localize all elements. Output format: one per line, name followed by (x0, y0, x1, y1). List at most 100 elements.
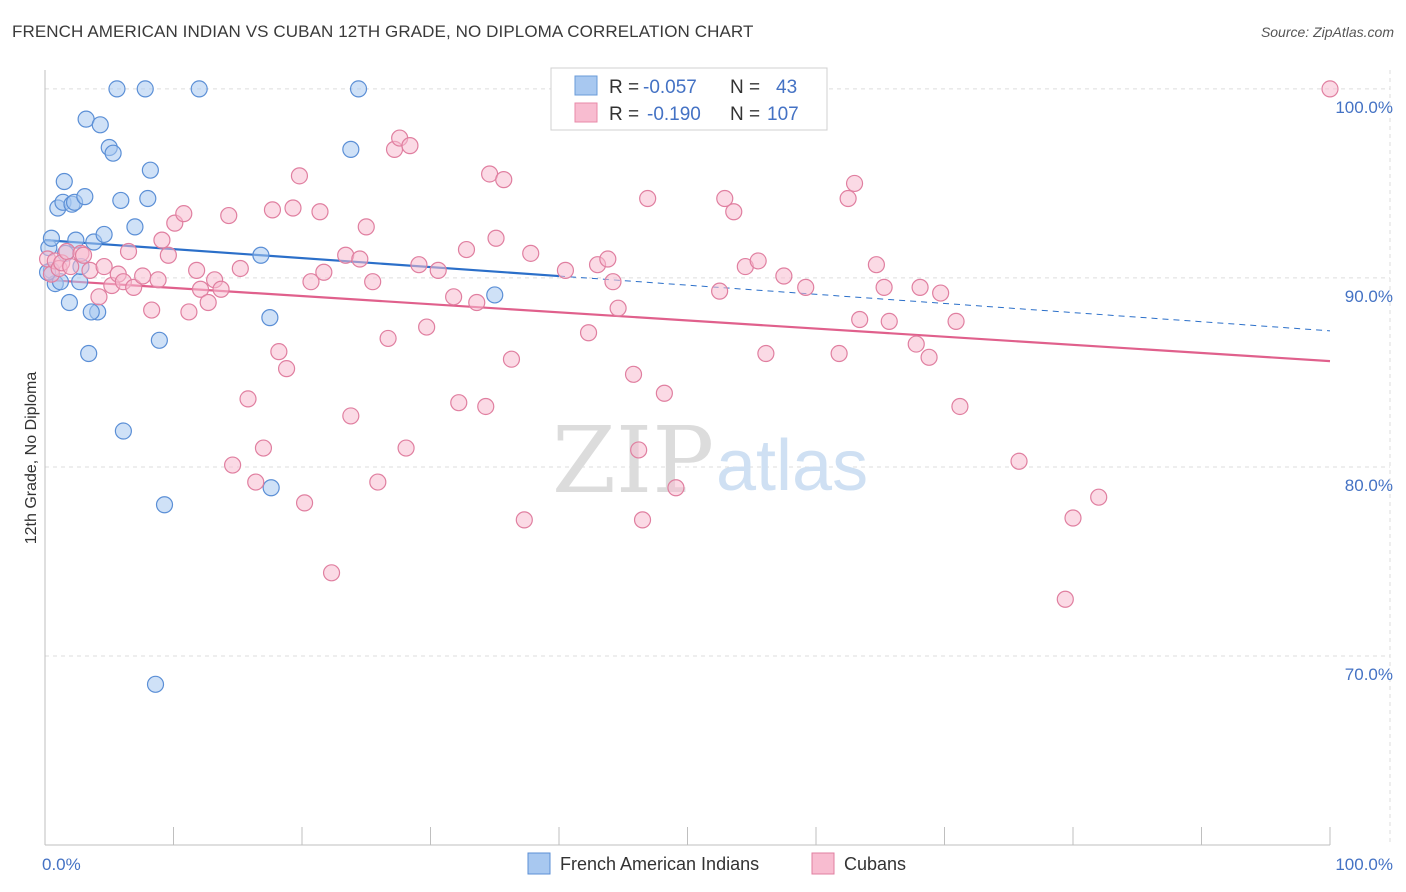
watermark-atlas: atlas (716, 426, 868, 506)
point-cubans (342, 407, 360, 425)
point-cubans (445, 288, 463, 306)
point-cubans (311, 203, 329, 221)
legend-swatch-french-american-indians (527, 852, 551, 875)
point-cubans (188, 261, 206, 279)
point-french-american-indians (190, 80, 208, 98)
point-cubans (477, 397, 495, 416)
trend-line-cubans (44, 278, 1331, 363)
point-cubans (633, 511, 652, 529)
point-cubans (125, 278, 143, 296)
point-cubans (630, 441, 648, 459)
point-cubans (450, 394, 468, 412)
point-cubans (711, 282, 729, 300)
point-cubans (315, 263, 333, 281)
point-cubans (379, 329, 397, 348)
point-cubans (149, 271, 167, 289)
point-cubans (247, 473, 265, 491)
point-cubans (1056, 590, 1074, 608)
point-cubans (1010, 452, 1028, 470)
point-french-american-indians (76, 188, 94, 206)
point-french-american-indians (55, 172, 73, 191)
stats-r-value-pink: -0.190 (647, 104, 701, 125)
point-cubans (932, 284, 950, 302)
point-french-american-indians (261, 309, 279, 327)
point-french-american-indians (342, 140, 360, 158)
point-french-american-indians (136, 80, 154, 98)
point-cubans (263, 201, 282, 219)
point-cubans (1321, 80, 1339, 98)
point-cubans (410, 256, 428, 274)
point-cubans (639, 189, 657, 208)
point-cubans (231, 259, 249, 278)
point-cubans (515, 511, 533, 529)
point-french-american-indians (104, 144, 122, 162)
point-cubans (159, 246, 177, 264)
point-cubans (295, 494, 314, 512)
point-cubans (81, 261, 99, 279)
gridlines (45, 70, 1391, 845)
point-cubans (875, 278, 893, 296)
point-french-american-indians (486, 286, 504, 304)
watermark-zip: ZIP (552, 407, 714, 514)
point-cubans (911, 278, 929, 296)
point-french-american-indians (139, 189, 157, 208)
point-cubans (175, 205, 193, 223)
point-cubans (134, 267, 152, 285)
point-cubans (920, 348, 938, 366)
point-french-american-indians (141, 161, 159, 179)
legend-swatch-cubans (811, 852, 835, 875)
y-tick-label: 90.0% (1345, 287, 1393, 306)
point-cubans (749, 252, 767, 270)
point-cubans (487, 229, 505, 247)
axes (44, 70, 1331, 846)
point-cubans (180, 303, 198, 321)
point-cubans (322, 564, 341, 582)
y-tick-labels: 70.0% 80.0% 90.0% 100.0% (1335, 98, 1393, 684)
point-cubans (757, 344, 775, 363)
point-french-american-indians (112, 191, 130, 210)
stats-n-value-blue: 43 (776, 77, 797, 98)
point-french-american-indians (82, 303, 100, 321)
point-cubans (725, 203, 743, 221)
point-cubans (947, 312, 965, 331)
point-french-american-indians (80, 344, 98, 363)
point-french-american-indians (349, 80, 368, 98)
point-cubans (270, 343, 288, 361)
point-cubans (277, 360, 296, 378)
stats-r-label-blue: R = (609, 77, 639, 98)
point-cubans (191, 280, 210, 298)
point-cubans (839, 189, 857, 208)
stats-legend-box: R = -0.057 N = 43 R = -0.190 N = 107 (550, 67, 828, 131)
stats-n-value-pink: 107 (767, 104, 799, 125)
point-cubans (337, 246, 355, 264)
point-cubans (522, 244, 540, 262)
point-french-american-indians (150, 331, 168, 349)
stats-r-label-pink: R = (609, 104, 639, 125)
point-french-american-indians (95, 225, 113, 244)
point-cubans (851, 310, 869, 329)
point-cubans (290, 167, 309, 185)
point-cubans (1090, 488, 1108, 506)
legend-label-cubans: Cubans (844, 854, 906, 874)
point-french-american-indians (252, 246, 270, 264)
point-cubans (655, 384, 673, 402)
point-cubans (302, 273, 320, 291)
point-cubans (254, 439, 273, 457)
point-cubans (468, 293, 486, 312)
stats-swatch-pink (574, 102, 598, 123)
point-cubans (119, 242, 138, 261)
point-cubans (907, 335, 925, 353)
point-cubans (239, 390, 257, 408)
source-label: Source: ZipAtlas.com (1260, 24, 1394, 40)
point-cubans (143, 301, 161, 319)
data-points (38, 80, 1339, 693)
chart-title: FRENCH AMERICAN INDIAN VS CUBAN 12TH GRA… (12, 22, 754, 41)
point-cubans (951, 397, 969, 416)
point-french-american-indians (262, 479, 280, 497)
y-tick-label: 80.0% (1345, 476, 1393, 495)
point-cubans (224, 456, 242, 474)
point-french-american-indians (108, 80, 126, 98)
point-cubans (599, 250, 617, 268)
point-cubans (830, 344, 848, 363)
